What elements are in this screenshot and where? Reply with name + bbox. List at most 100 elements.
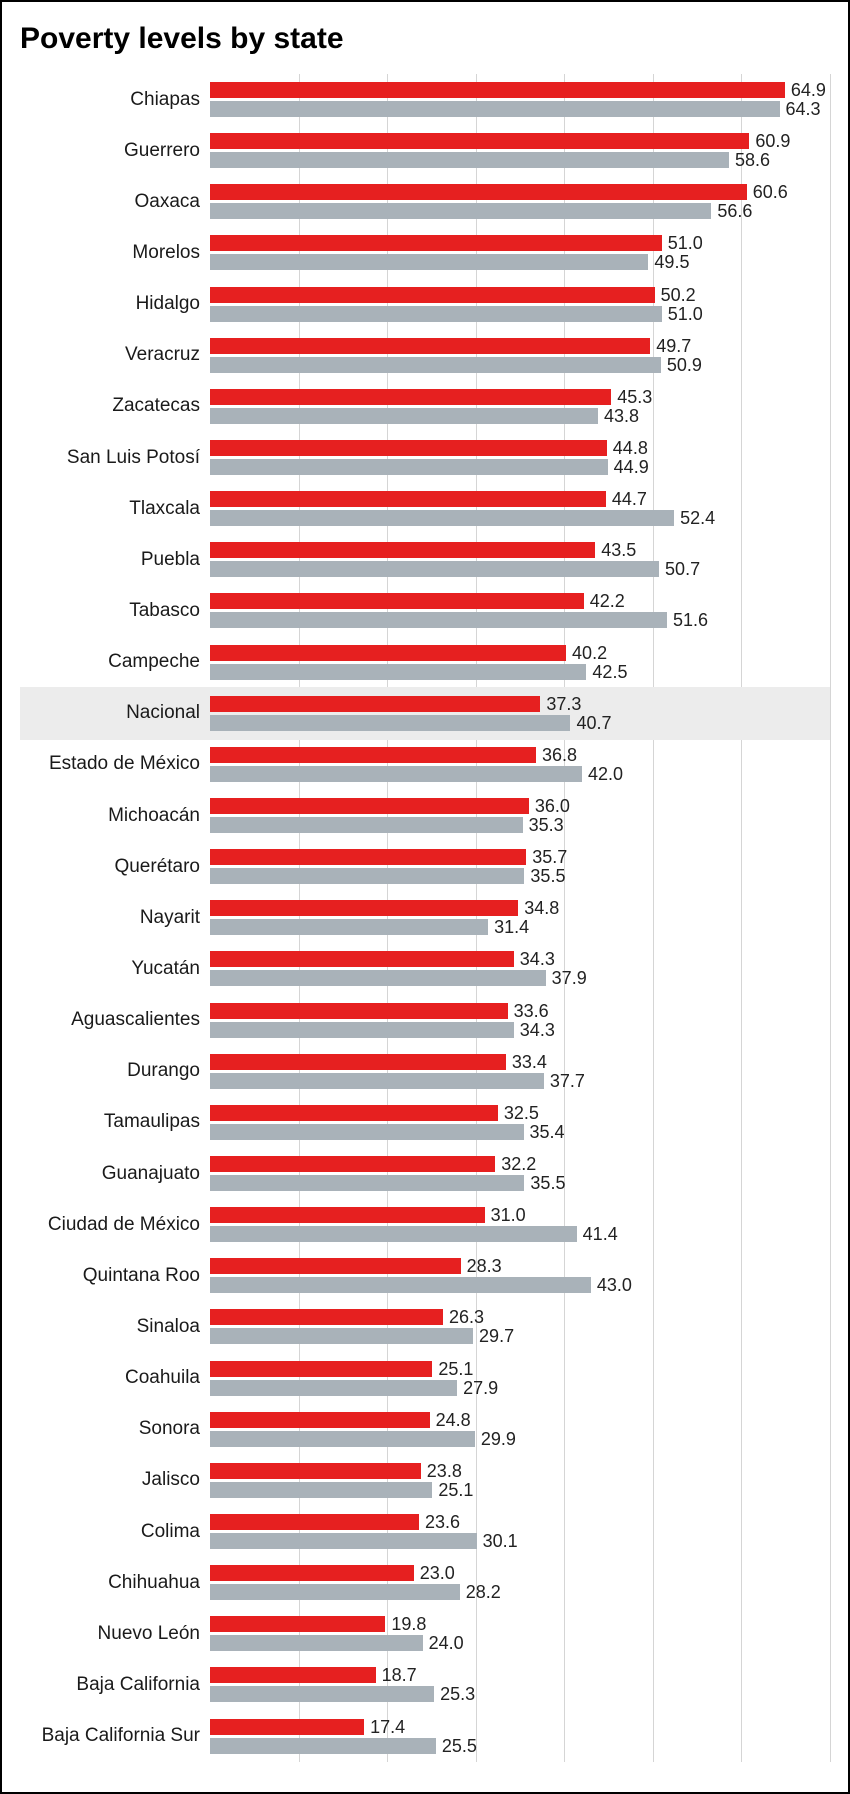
- bar-value-a: 35.7: [532, 849, 567, 865]
- bar-series-b-wrap: 35.5: [210, 1175, 830, 1191]
- bar-series-b-wrap: 25.3: [210, 1686, 830, 1702]
- bar-series-b: 43.0: [210, 1277, 591, 1293]
- bar-series-b-wrap: 44.9: [210, 459, 830, 475]
- bar-series-a: 19.8: [210, 1616, 385, 1632]
- bar-series-a: 34.3: [210, 951, 514, 967]
- bar-series-b-wrap: 35.5: [210, 868, 830, 884]
- bar-value-a: 45.3: [617, 389, 652, 405]
- bar-series-a: 28.3: [210, 1258, 461, 1274]
- bar-series-a-wrap: 24.8: [210, 1412, 830, 1428]
- chart-row: Puebla43.550.7: [210, 534, 830, 585]
- bar-series-b-wrap: 58.6: [210, 152, 830, 168]
- category-label: Michoacán: [108, 805, 200, 827]
- bar-series-b-wrap: 42.0: [210, 766, 830, 782]
- bar-series-a: 42.2: [210, 593, 584, 609]
- bar-value-a: 23.8: [427, 1463, 462, 1479]
- bar-series-b: 29.9: [210, 1431, 475, 1447]
- bar-series-b: 50.7: [210, 561, 659, 577]
- chart-row: Sonora24.829.9: [210, 1404, 830, 1455]
- category-label: Nuevo León: [98, 1623, 200, 1645]
- bar-series-a-wrap: 18.7: [210, 1667, 830, 1683]
- bar-value-a: 25.1: [438, 1361, 473, 1377]
- bar-value-a: 64.9: [791, 82, 826, 98]
- bar-series-b-wrap: 30.1: [210, 1533, 830, 1549]
- chart-row: Tlaxcala44.752.4: [210, 483, 830, 534]
- bar-series-b-wrap: 64.3: [210, 101, 830, 117]
- category-label: Chihuahua: [108, 1572, 200, 1594]
- bar-series-a: 24.8: [210, 1412, 430, 1428]
- category-label: Colima: [141, 1521, 200, 1543]
- category-label: Sonora: [139, 1418, 200, 1440]
- category-label: Jalisco: [142, 1469, 200, 1491]
- bar-series-b-wrap: 25.5: [210, 1738, 830, 1754]
- category-label: Baja California: [76, 1674, 200, 1696]
- bar-series-b: 51.6: [210, 612, 667, 628]
- bar-series-b-wrap: 34.3: [210, 1022, 830, 1038]
- bar-value-b: 35.4: [530, 1124, 565, 1140]
- bar-series-a: 26.3: [210, 1309, 443, 1325]
- bar-value-b: 49.5: [654, 254, 689, 270]
- bar-series-b-wrap: 50.7: [210, 561, 830, 577]
- bar-value-b: 52.4: [680, 510, 715, 526]
- bar-value-a: 17.4: [370, 1719, 405, 1735]
- bar-series-b: 64.3: [210, 101, 780, 117]
- bar-series-a: 32.2: [210, 1156, 495, 1172]
- bar-series-a: 23.0: [210, 1565, 414, 1581]
- bar-series-b: 34.3: [210, 1022, 514, 1038]
- chart-row: Guanajuato32.235.5: [210, 1148, 830, 1199]
- bar-series-a-wrap: 44.8: [210, 440, 830, 456]
- bar-series-a: 31.0: [210, 1207, 485, 1223]
- bar-value-a: 60.6: [753, 184, 788, 200]
- category-label: Querétaro: [114, 856, 200, 878]
- bar-series-b: 43.8: [210, 408, 598, 424]
- bar-series-b: 25.1: [210, 1482, 432, 1498]
- bar-value-a: 34.8: [524, 900, 559, 916]
- chart-title: Poverty levels by state: [20, 22, 830, 56]
- category-label: Veracruz: [125, 344, 200, 366]
- category-label: Puebla: [141, 549, 200, 571]
- bar-value-a: 49.7: [656, 338, 691, 354]
- bar-series-a-wrap: 32.5: [210, 1105, 830, 1121]
- bar-value-a: 33.6: [514, 1003, 549, 1019]
- bar-value-b: 25.1: [438, 1482, 473, 1498]
- bar-series-a: 45.3: [210, 389, 611, 405]
- bar-series-a: 17.4: [210, 1719, 364, 1735]
- bar-value-b: 58.6: [735, 152, 770, 168]
- bar-series-a-wrap: 37.3: [210, 696, 830, 712]
- category-label: Zacatecas: [112, 395, 200, 417]
- bar-value-b: 35.5: [530, 1175, 565, 1191]
- bar-series-a: 36.8: [210, 747, 536, 763]
- chart-row: Jalisco23.825.1: [210, 1455, 830, 1506]
- bar-series-a: 60.6: [210, 184, 747, 200]
- category-label: Durango: [127, 1060, 200, 1082]
- bar-series-a-wrap: 17.4: [210, 1719, 830, 1735]
- bar-value-b: 50.7: [665, 561, 700, 577]
- bar-series-a-wrap: 60.6: [210, 184, 830, 200]
- bar-value-b: 34.3: [520, 1022, 555, 1038]
- bar-value-a: 24.8: [436, 1412, 471, 1428]
- bar-series-a-wrap: 23.0: [210, 1565, 830, 1581]
- bar-series-b-wrap: 37.9: [210, 970, 830, 986]
- bar-value-b: 35.3: [529, 817, 564, 833]
- bar-value-a: 23.0: [420, 1565, 455, 1581]
- bar-series-b-wrap: 49.5: [210, 254, 830, 270]
- category-label: Nayarit: [140, 907, 200, 929]
- bar-series-a-wrap: 25.1: [210, 1361, 830, 1377]
- chart-row: Ciudad de México31.041.4: [210, 1199, 830, 1250]
- bar-value-b: 42.0: [588, 766, 623, 782]
- bar-value-a: 50.2: [661, 287, 696, 303]
- chart-row: San Luis Potosí44.844.9: [210, 432, 830, 483]
- bar-value-b: 29.9: [481, 1431, 516, 1447]
- bar-series-b: 51.0: [210, 306, 662, 322]
- chart-row: Yucatán34.337.9: [210, 943, 830, 994]
- bar-value-a: 32.5: [504, 1105, 539, 1121]
- bar-value-a: 33.4: [512, 1054, 547, 1070]
- bar-series-b-wrap: 43.8: [210, 408, 830, 424]
- category-label: Chiapas: [130, 89, 200, 111]
- bar-value-a: 26.3: [449, 1309, 484, 1325]
- bar-series-a-wrap: 19.8: [210, 1616, 830, 1632]
- bar-series-b: 24.0: [210, 1635, 423, 1651]
- chart-row: Sinaloa26.329.7: [210, 1301, 830, 1352]
- bar-value-b: 50.9: [667, 357, 702, 373]
- bar-value-a: 32.2: [501, 1156, 536, 1172]
